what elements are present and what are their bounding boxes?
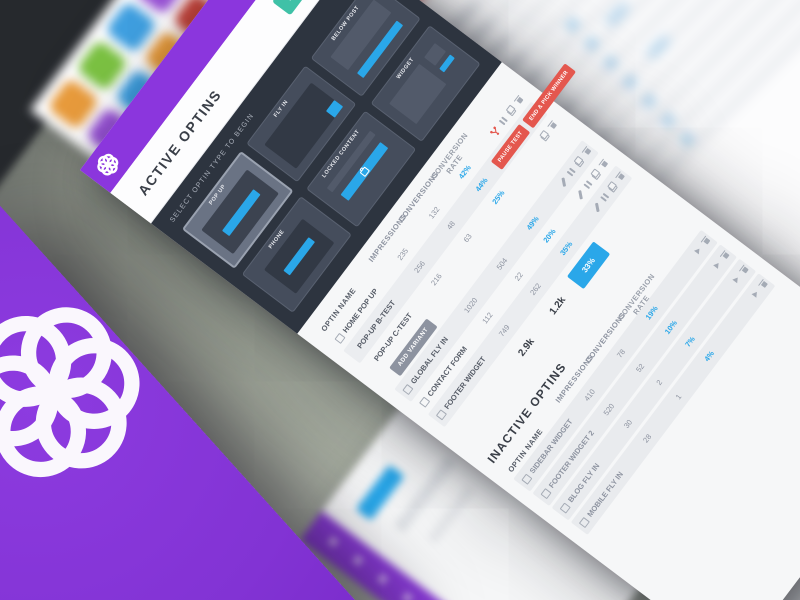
- pause-icon[interactable]: [599, 191, 611, 203]
- optin-type-icon: [540, 487, 552, 499]
- sidebar-dot-icon: [402, 593, 412, 600]
- optin-type-icon: [578, 516, 590, 528]
- optin-type-icon: [401, 383, 414, 395]
- app-topbar: [80, 0, 315, 193]
- duplicate-icon[interactable]: [505, 105, 517, 117]
- edit-icon[interactable]: [591, 202, 603, 214]
- trash-icon[interactable]: [614, 171, 626, 183]
- trash-icon[interactable]: [738, 264, 750, 276]
- app-tile: [46, 77, 101, 131]
- app-tile: [104, 0, 158, 54]
- play-icon[interactable]: [730, 274, 742, 286]
- trash-icon[interactable]: [513, 94, 525, 106]
- duplicate-icon[interactable]: [573, 156, 585, 168]
- edit-icon[interactable]: [557, 176, 569, 188]
- optin-type-icon: [435, 408, 447, 421]
- play-icon[interactable]: [692, 245, 704, 257]
- sidebar-dot-icon: [352, 555, 363, 566]
- trash-icon[interactable]: [700, 235, 712, 247]
- optin-type-icon: [334, 332, 346, 344]
- pause-icon[interactable]: [497, 115, 509, 127]
- trash-icon[interactable]: [757, 278, 769, 290]
- edit-icon[interactable]: [574, 189, 586, 201]
- split-test-icon[interactable]: [489, 125, 502, 138]
- flower-logo-icon[interactable]: [92, 149, 123, 180]
- trash-icon[interactable]: [547, 119, 559, 131]
- optin-type-icon: [418, 396, 430, 408]
- play-icon[interactable]: [711, 260, 723, 272]
- pause-icon[interactable]: [582, 179, 594, 191]
- optin-type-icon: [559, 502, 571, 514]
- active-optins-screen: ACTIVE OPTINS NEW OPTIN SELECT OPTIN TYP…: [80, 0, 800, 600]
- duplicate-icon[interactable]: [590, 168, 602, 180]
- sidebar-dot-icon: [377, 574, 388, 585]
- pause-icon[interactable]: [565, 166, 577, 178]
- app-tile: [75, 38, 129, 93]
- play-icon[interactable]: [750, 289, 762, 301]
- sidebar-dot-icon: [327, 537, 338, 548]
- blue-button-blob: [355, 464, 405, 521]
- brand-card: [0, 205, 375, 600]
- trash-icon[interactable]: [581, 145, 593, 157]
- trash-icon[interactable]: [719, 249, 731, 261]
- duplicate-icon[interactable]: [607, 181, 619, 193]
- duplicate-icon[interactable]: [539, 130, 551, 142]
- input-blob: [426, 485, 476, 545]
- table-row[interactable]: HOME POP UP 235 132 42%: [326, 89, 531, 351]
- optin-type-icon: [520, 473, 533, 485]
- trash-icon[interactable]: [598, 158, 610, 170]
- active-optins-table: OPTIN NAME IMPRESSIONS CONVERSIONS CONVE…: [297, 62, 669, 460]
- flower-logo-icon: [0, 307, 140, 478]
